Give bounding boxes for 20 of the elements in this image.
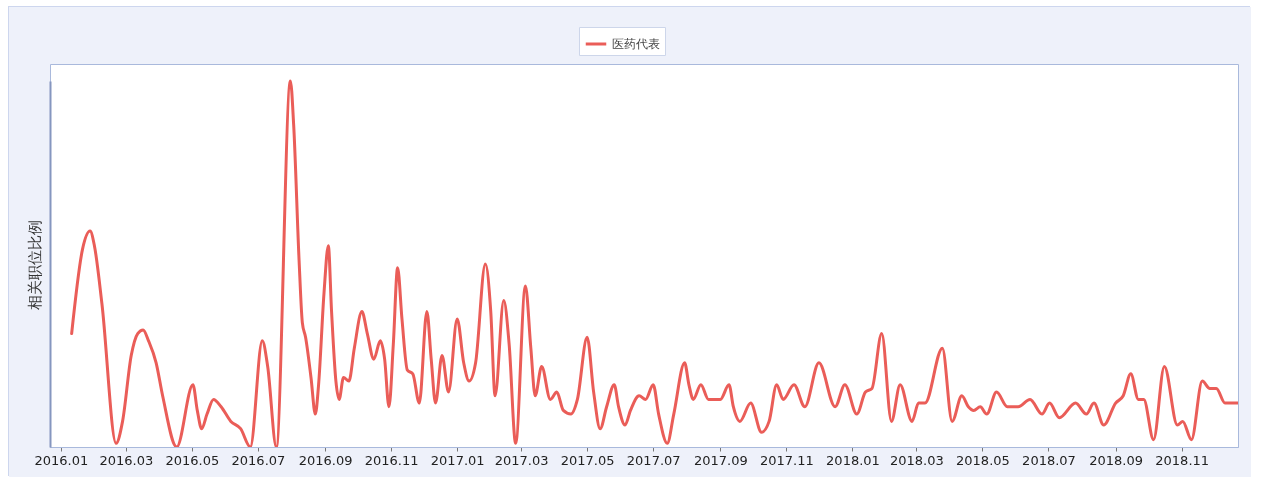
x-tick-label: 2017.01: [430, 452, 485, 468]
x-tick-label: 2018.03: [889, 452, 944, 468]
x-tick-label: 2016.11: [364, 452, 419, 468]
x-tick-label: 2016.07: [231, 452, 286, 468]
x-tick-label: 2018.07: [1022, 452, 1076, 468]
x-tick-label: 2017.07: [626, 452, 681, 468]
x-tick-label: 2016.01: [34, 452, 89, 468]
x-tick-label: 2016.03: [99, 452, 154, 468]
x-tick-label: 2017.11: [760, 452, 814, 468]
x-tick-label: 2018.11: [1155, 452, 1210, 468]
legend-label: 医药代表: [612, 37, 660, 51]
y-axis-title: 相关职位比例: [25, 219, 44, 310]
x-tick-label: 2018.05: [956, 452, 1010, 468]
x-tick-label: 2016.05: [165, 452, 220, 468]
x-tick-label: 2017.09: [693, 452, 748, 468]
x-tick-label: 2017.05: [560, 452, 615, 468]
x-tick-label: 2018.09: [1089, 452, 1144, 468]
x-tick-label: 2017.03: [494, 452, 549, 468]
x-tick-label: 2016.09: [298, 452, 353, 468]
x-tick-label: 2018.01: [826, 452, 880, 468]
